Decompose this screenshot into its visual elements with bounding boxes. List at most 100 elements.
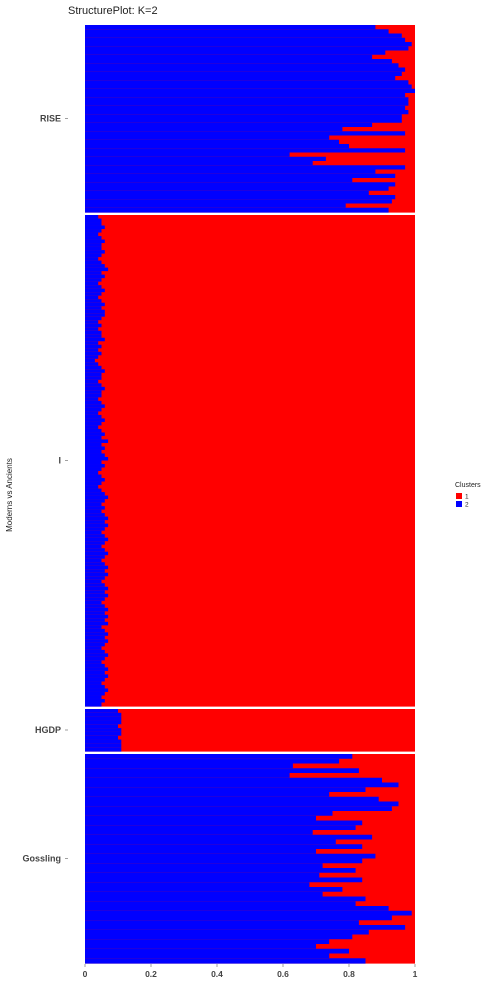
bar-cluster2 xyxy=(85,586,109,591)
bar-cluster2 xyxy=(85,253,102,258)
bar-cluster2 xyxy=(85,920,359,926)
bar-cluster1 xyxy=(85,492,415,497)
bar-cluster2 xyxy=(85,190,369,196)
bar-cluster2 xyxy=(85,278,102,283)
bar-cluster1 xyxy=(85,579,415,584)
bar-cluster2 xyxy=(85,316,102,321)
bar-cluster1 xyxy=(85,544,415,549)
bar-cluster1 xyxy=(85,628,415,633)
bar-cluster2 xyxy=(85,716,122,722)
bar-cluster2 xyxy=(85,33,402,39)
bar-cluster2 xyxy=(85,243,102,248)
bar-cluster1 xyxy=(85,351,415,356)
bar-cluster1 xyxy=(85,309,415,314)
bar-cluster1 xyxy=(85,684,415,690)
bar-cluster2 xyxy=(85,257,99,262)
bar-cluster1 xyxy=(85,372,415,377)
bar-cluster2 xyxy=(85,439,109,444)
bar-cluster2 xyxy=(85,743,122,748)
bar-cluster1 xyxy=(85,593,415,598)
bar-cluster1 xyxy=(85,471,415,476)
bar-cluster1 xyxy=(85,530,415,535)
bar-cluster1 xyxy=(85,456,415,462)
bar-cluster1 xyxy=(85,639,415,644)
bar-cluster2 xyxy=(85,537,109,542)
bar-cluster1 xyxy=(85,362,415,367)
bar-cluster2 xyxy=(85,660,102,665)
bar-cluster1 xyxy=(85,411,415,416)
bar-cluster2 xyxy=(85,195,396,200)
bar-cluster1 xyxy=(85,739,415,744)
bar-cluster2 xyxy=(85,42,412,47)
bar-cluster1 xyxy=(85,663,415,669)
legend-swatch xyxy=(456,493,462,499)
bar-cluster1 xyxy=(85,327,415,332)
bar-cluster2 xyxy=(85,583,105,588)
bar-cluster2 xyxy=(85,891,323,898)
bar-cluster1 xyxy=(85,614,415,619)
bar-cluster2 xyxy=(85,114,402,120)
bar-cluster2 xyxy=(85,178,353,183)
bar-cluster2 xyxy=(85,105,406,111)
x-tick-label: 0.4 xyxy=(211,969,223,979)
bar-cluster2 xyxy=(85,646,102,651)
bar-cluster2 xyxy=(85,674,109,679)
bar-cluster2 xyxy=(85,618,105,623)
bar-cluster2 xyxy=(85,446,105,451)
bar-cluster2 xyxy=(85,768,359,774)
bar-cluster2 xyxy=(85,558,102,563)
bar-cluster2 xyxy=(85,858,363,864)
bar-cluster1 xyxy=(85,369,415,374)
bar-cluster2 xyxy=(85,302,105,307)
group-label-gossling: Gossling xyxy=(22,854,61,864)
bar-cluster1 xyxy=(85,481,415,486)
bar-cluster1 xyxy=(85,239,415,244)
bar-cluster1 xyxy=(85,390,415,395)
bar-cluster2 xyxy=(85,148,406,154)
bar-cluster1 xyxy=(85,646,415,651)
bar-cluster1 xyxy=(85,236,415,241)
bar-cluster1 xyxy=(85,555,415,560)
bar-cluster2 xyxy=(85,777,382,784)
bar-cluster2 xyxy=(85,758,340,765)
bar-cluster1 xyxy=(85,334,415,339)
bar-cluster2 xyxy=(85,281,99,286)
bar-cluster1 xyxy=(85,667,415,672)
bar-cluster2 xyxy=(85,135,330,141)
bar-cluster2 xyxy=(85,372,102,377)
bar-cluster2 xyxy=(85,815,316,822)
bar-cluster1 xyxy=(85,604,415,609)
y-axis-label: Moderns vs Ancients xyxy=(5,458,14,532)
bar-cluster1 xyxy=(85,572,415,577)
bar-cluster2 xyxy=(85,901,356,907)
bar-cluster1 xyxy=(85,618,415,623)
bar-cluster1 xyxy=(85,285,415,290)
bar-cluster2 xyxy=(85,421,102,427)
x-tick-label: 1 xyxy=(413,969,418,979)
bar-cluster2 xyxy=(85,215,99,220)
bar-cluster2 xyxy=(85,492,105,497)
bar-cluster2 xyxy=(85,593,109,598)
bar-cluster2 xyxy=(85,474,102,479)
bar-cluster2 xyxy=(85,232,99,237)
bar-cluster2 xyxy=(85,169,376,175)
bar-cluster1 xyxy=(85,393,415,398)
bar-cluster2 xyxy=(85,432,105,437)
bar-cluster1 xyxy=(85,215,415,220)
bar-cluster2 xyxy=(85,299,102,304)
bar-cluster2 xyxy=(85,80,409,86)
bar-cluster2 xyxy=(85,323,102,328)
bar-cluster1 xyxy=(85,460,415,465)
bar-cluster2 xyxy=(85,656,105,662)
bar-cluster1 xyxy=(85,509,415,514)
bar-cluster2 xyxy=(85,944,316,950)
bar-cluster2 xyxy=(85,386,105,391)
bar-cluster1 xyxy=(85,523,415,528)
bar-cluster2 xyxy=(85,414,102,420)
bar-cluster1 xyxy=(85,527,415,532)
bar-cluster2 xyxy=(85,344,102,349)
bar-cluster1 xyxy=(85,222,415,227)
bar-cluster1 xyxy=(85,313,415,318)
bar-cluster2 xyxy=(85,127,343,132)
bar-cluster2 xyxy=(85,763,293,769)
